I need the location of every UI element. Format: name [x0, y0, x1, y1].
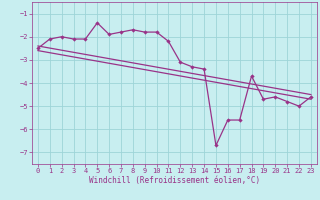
- X-axis label: Windchill (Refroidissement éolien,°C): Windchill (Refroidissement éolien,°C): [89, 176, 260, 185]
